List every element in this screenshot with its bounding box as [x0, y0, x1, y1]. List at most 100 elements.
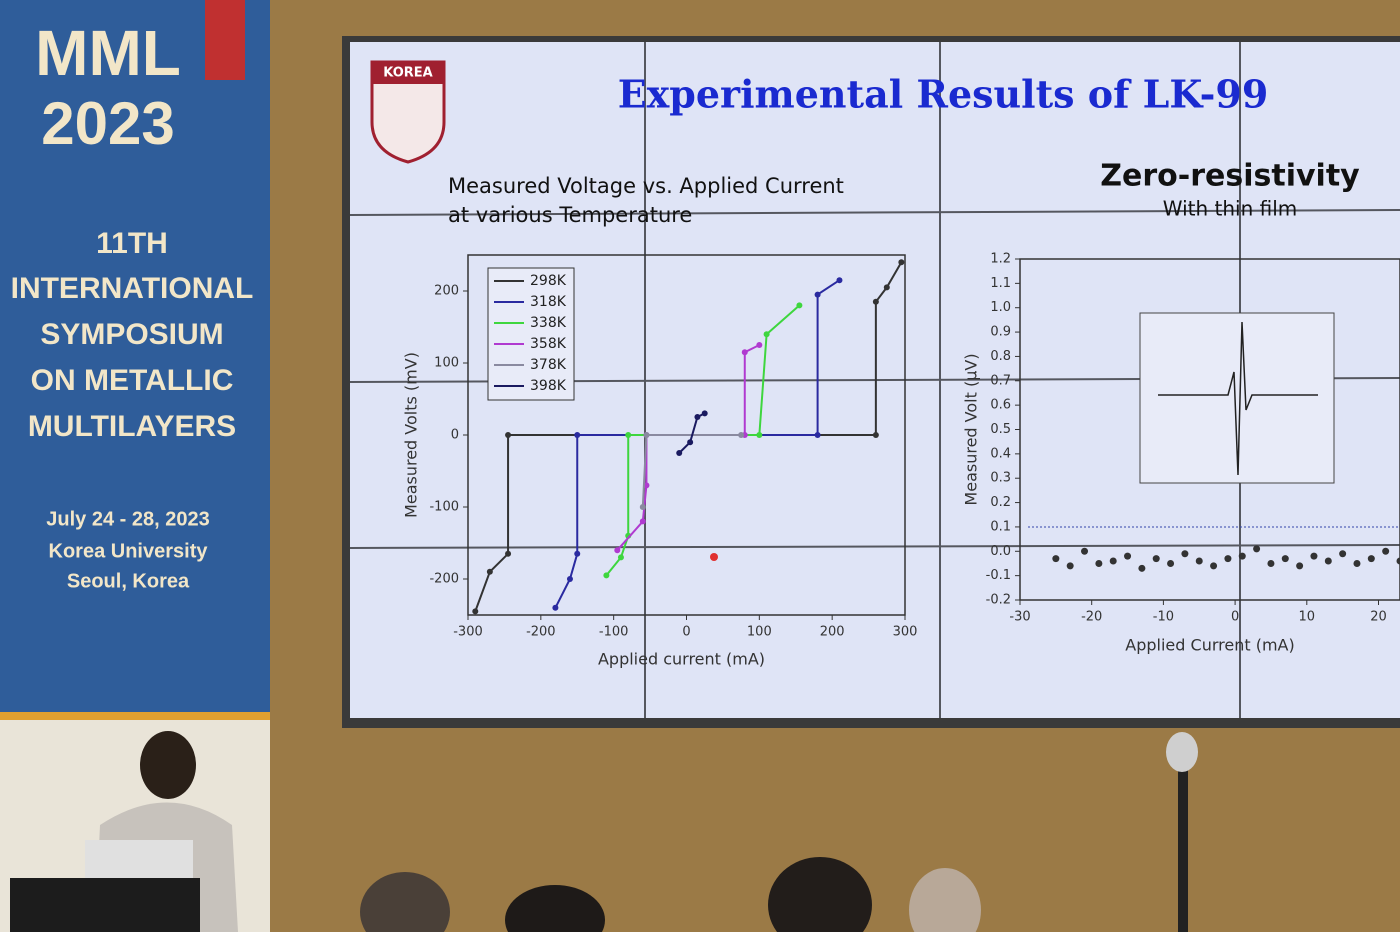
- y-tick-label: 0.8: [990, 349, 1011, 364]
- data-point: [738, 432, 744, 438]
- data-point: [873, 432, 879, 438]
- data-point: [742, 349, 748, 355]
- y-tick-label: -0.1: [986, 568, 1011, 583]
- data-point: [836, 277, 842, 283]
- data-point: [1052, 555, 1059, 562]
- data-point: [702, 410, 708, 416]
- data-point: [1282, 555, 1289, 562]
- banner-year: 2023: [41, 90, 174, 157]
- y-tick-label: 0.6: [990, 398, 1011, 413]
- data-point: [625, 432, 631, 438]
- laser-dot: [710, 553, 718, 561]
- data-point: [676, 450, 682, 456]
- x-tick-label: -300: [453, 625, 483, 640]
- data-point: [567, 576, 573, 582]
- data-point: [574, 432, 580, 438]
- y-tick-label: 0.4: [990, 446, 1011, 461]
- data-point: [764, 331, 770, 337]
- banner-line: INTERNATIONAL: [11, 272, 254, 305]
- data-point: [1368, 555, 1375, 562]
- x-tick-label: 10: [1299, 610, 1316, 625]
- legend-label: 398K: [530, 378, 567, 394]
- data-point: [1382, 548, 1389, 555]
- y-tick-label: -0.2: [986, 593, 1011, 608]
- data-point: [472, 608, 478, 614]
- data-point: [618, 554, 624, 560]
- y-tick-label: 0: [451, 428, 459, 443]
- y-tick-label: 100: [434, 356, 459, 371]
- slide-title: Experimental Results of LK-99: [618, 72, 1269, 117]
- chart-title: at various Temperature: [448, 203, 692, 227]
- chart-title: Zero-resistivity: [1100, 159, 1360, 194]
- data-point: [756, 342, 762, 348]
- y-tick-label: 0.2: [990, 495, 1011, 510]
- legend-label: 338K: [530, 315, 567, 331]
- y-axis-label: Measured Volt (μV): [962, 353, 981, 505]
- chart-title: Measured Voltage vs. Applied Current: [448, 174, 844, 198]
- banner-line: MULTILAYERS: [28, 410, 236, 443]
- x-axis-label: Applied Current (mA): [1125, 636, 1294, 655]
- x-tick-label: -200: [526, 625, 556, 640]
- x-axis-label: Applied current (mA): [598, 650, 765, 669]
- data-point: [1310, 553, 1317, 560]
- data-point: [552, 605, 558, 611]
- data-point: [815, 292, 821, 298]
- data-point: [1339, 550, 1346, 557]
- data-point: [1138, 565, 1145, 572]
- data-point: [505, 432, 511, 438]
- data-point: [1353, 560, 1360, 567]
- x-tick-label: -10: [1153, 610, 1174, 625]
- y-tick-label: 0.7: [990, 373, 1011, 388]
- data-point: [614, 547, 620, 553]
- data-point: [603, 572, 609, 578]
- data-point: [1153, 555, 1160, 562]
- data-point: [1067, 562, 1074, 569]
- data-point: [1181, 550, 1188, 557]
- y-tick-label: 0.9: [990, 325, 1011, 340]
- y-tick-label: 200: [434, 284, 459, 299]
- legend-label: 298K: [530, 273, 567, 289]
- data-point: [640, 518, 646, 524]
- banner-edition: 11TH: [96, 227, 168, 260]
- laptop: [85, 840, 193, 880]
- data-point: [756, 432, 762, 438]
- x-tick-label: 100: [747, 625, 772, 640]
- data-point: [1095, 560, 1102, 567]
- banner-city: Seoul, Korea: [67, 570, 190, 592]
- chart-subtitle: With thin film: [1163, 197, 1298, 221]
- x-tick-label: -20: [1081, 610, 1102, 625]
- data-point: [687, 439, 693, 445]
- data-point: [884, 284, 890, 290]
- data-point: [898, 259, 904, 265]
- podium: [10, 878, 200, 932]
- data-point: [1239, 553, 1246, 560]
- banner-venue: Korea University: [49, 540, 209, 562]
- y-tick-label: 1.2: [990, 252, 1011, 267]
- banner-acronym: MML: [35, 17, 181, 89]
- legend-label: 378K: [530, 357, 567, 373]
- x-tick-label: 0: [682, 625, 690, 640]
- data-point: [1196, 558, 1203, 565]
- data-point: [1167, 560, 1174, 567]
- legend-label: 318K: [530, 294, 567, 310]
- banner-dates: July 24 - 28, 2023: [46, 508, 209, 530]
- mic-stand: [1178, 750, 1188, 932]
- x-tick-label: -30: [1009, 610, 1030, 625]
- y-tick-label: 0.1: [990, 519, 1011, 534]
- y-tick-label: 0.0: [990, 544, 1011, 559]
- data-point: [1224, 555, 1231, 562]
- y-axis-label: Measured Volts (mV): [402, 352, 421, 518]
- y-tick-label: -100: [429, 500, 459, 515]
- data-point: [640, 504, 646, 510]
- banner-logo: [205, 0, 245, 80]
- data-point: [1325, 558, 1332, 565]
- banner-line: ON METALLIC: [31, 364, 234, 397]
- y-tick-label: 0.3: [990, 471, 1011, 486]
- x-tick-label: -100: [599, 625, 629, 640]
- banner-stripe: [0, 712, 270, 720]
- legend-label: 358K: [530, 336, 567, 352]
- microphone: [1166, 732, 1198, 772]
- data-point: [1267, 560, 1274, 567]
- data-point: [815, 432, 821, 438]
